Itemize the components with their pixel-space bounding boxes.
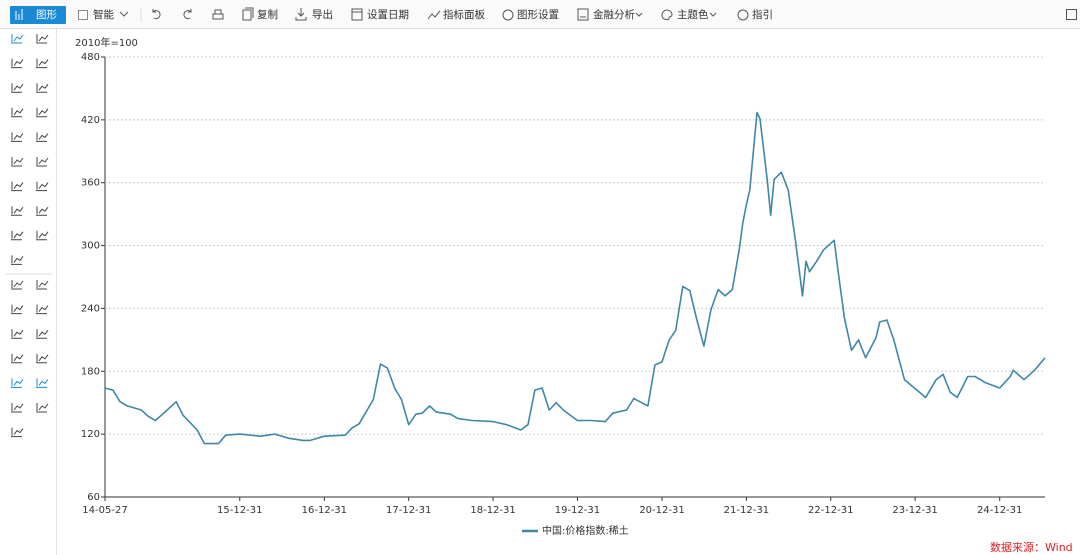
chart-type-icon[interactable]	[11, 132, 24, 142]
toolbar-item[interactable]: 主题色	[677, 8, 709, 21]
chart-type-icon[interactable]	[11, 378, 24, 388]
corner-icon[interactable]	[1066, 9, 1077, 20]
chart-type-icon[interactable]	[36, 34, 49, 44]
chart-type-icon[interactable]	[11, 58, 24, 69]
chart-type-icon[interactable]	[36, 329, 49, 339]
toolbar-bg	[0, 0, 1080, 28]
chevron[interactable]	[709, 12, 717, 17]
toolbar-item[interactable]: 指引	[752, 8, 773, 21]
sidebar	[6, 34, 52, 438]
chart-type-icon[interactable]	[36, 230, 49, 241]
x-tick-label: 24-12-31	[977, 505, 1022, 516]
date-icon[interactable]	[351, 8, 363, 21]
chart-type-icon[interactable]	[36, 403, 49, 413]
x-tick-label: 14-05-27	[82, 505, 127, 516]
export-icon[interactable]	[295, 8, 307, 21]
graph-button[interactable]	[10, 6, 66, 24]
data-line	[104, 111, 1046, 445]
chevron[interactable]	[119, 11, 129, 17]
toolbar-item[interactable]: 复制	[257, 8, 278, 21]
x-tick-label: 20-12-31	[639, 505, 684, 516]
x-tick-label: 19-12-31	[555, 505, 600, 516]
y-tick-label: 300	[81, 241, 100, 252]
legend-label[interactable]: 中国:价格指数:稀土	[542, 524, 629, 537]
x-tick-label: 22-12-31	[808, 505, 853, 516]
x-tick-label: 18-12-31	[470, 505, 515, 516]
chart-type-icon[interactable]	[36, 206, 49, 216]
y-tick-label: 240	[81, 303, 100, 314]
help-icon[interactable]	[737, 9, 749, 21]
y-tick-label: 120	[81, 429, 100, 440]
chart-type-icon[interactable]	[36, 353, 49, 364]
theme-icon[interactable]	[661, 9, 673, 21]
finance-icon[interactable]	[577, 8, 589, 21]
chart-type-icon[interactable]	[36, 58, 49, 69]
chart-type-icon[interactable]	[36, 378, 49, 388]
redo-icon[interactable]	[183, 9, 192, 20]
chart-type-icon[interactable]	[11, 83, 24, 93]
y-tick-label: 60	[87, 492, 100, 503]
chart-type-icon[interactable]	[11, 353, 24, 364]
x-tick-label: 15-12-31	[217, 505, 262, 516]
toolbar-item[interactable]: 图形	[36, 9, 57, 21]
chart-type-icon[interactable]	[11, 427, 24, 438]
chart-type-icon[interactable]	[11, 34, 24, 44]
source-note: 数据来源：Wind	[990, 540, 1073, 554]
x-tick-label: 23-12-31	[892, 505, 937, 516]
panel-icon[interactable]	[427, 10, 441, 20]
y-tick-label: 360	[81, 178, 100, 189]
graph-icon	[15, 9, 23, 20]
chart-type-icon[interactable]	[11, 280, 24, 290]
undo-icon[interactable]	[152, 9, 161, 20]
x-tick-label: 17-12-31	[386, 505, 431, 516]
y-tick-label: 180	[81, 366, 100, 377]
chart-type-icon[interactable]	[36, 280, 49, 290]
chart-type-icon[interactable]	[11, 255, 24, 265]
copy-icon[interactable]	[242, 7, 254, 21]
y-tick-label: 420	[81, 115, 100, 126]
chart-type-icon[interactable]	[36, 107, 49, 118]
chart-type-icon[interactable]	[11, 304, 24, 315]
toolbar-item[interactable]: 指标面板	[443, 8, 485, 21]
chart-type-icon[interactable]	[36, 157, 49, 167]
chart-type-icon[interactable]	[36, 83, 49, 93]
settings-icon[interactable]	[502, 9, 514, 21]
chart-type-icon[interactable]	[11, 181, 24, 192]
chart-type-icon[interactable]	[11, 157, 24, 167]
chart-type-icon[interactable]	[36, 304, 49, 315]
chart-type-icon[interactable]	[11, 107, 24, 118]
toolbar-item[interactable]: 图形设置	[517, 9, 559, 21]
checkbox[interactable]	[78, 10, 88, 20]
toolbar-item[interactable]: 设置日期	[367, 9, 409, 21]
chart-type-icon[interactable]	[11, 230, 24, 241]
x-tick-label: 21-12-31	[724, 505, 769, 516]
chart-type-icon[interactable]	[11, 206, 24, 216]
chart-type-icon[interactable]	[11, 329, 24, 339]
chart-type-icon[interactable]	[36, 181, 49, 192]
toolbar-item[interactable]: 智能	[93, 8, 114, 21]
x-tick-label: 16-12-31	[302, 505, 347, 516]
chevron[interactable]	[635, 12, 643, 17]
y-tick-label: 480	[81, 52, 100, 63]
y-unit-label: 2010年=100	[75, 36, 138, 49]
chart-type-icon[interactable]	[11, 403, 24, 413]
chart-type-icon[interactable]	[36, 132, 49, 142]
print-icon[interactable]	[212, 9, 224, 20]
toolbar-item[interactable]: 金融分析	[593, 8, 635, 21]
toolbar-item[interactable]: 导出	[312, 8, 333, 21]
